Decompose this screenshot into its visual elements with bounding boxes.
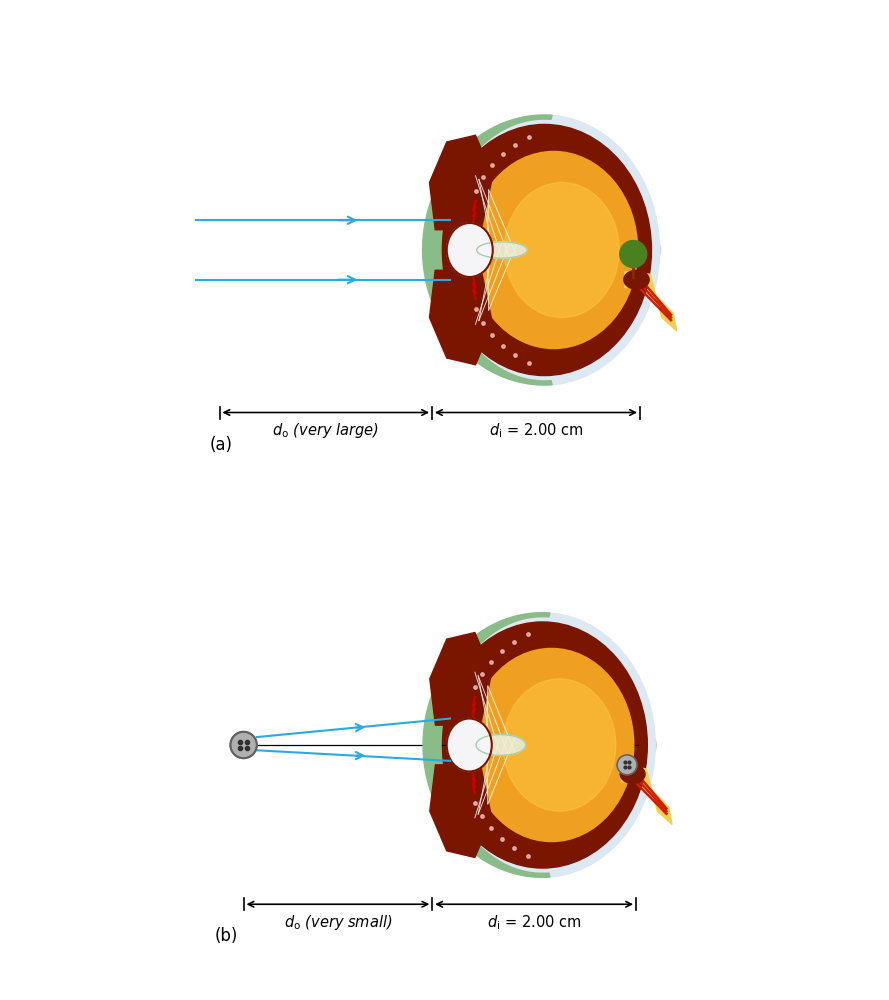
Text: $d_{\mathrm{o}}$ (very large): $d_{\mathrm{o}}$ (very large): [272, 422, 380, 440]
Polygon shape: [429, 135, 493, 230]
Circle shape: [620, 241, 647, 268]
Ellipse shape: [447, 223, 493, 277]
Ellipse shape: [477, 242, 527, 258]
Ellipse shape: [636, 733, 656, 757]
Ellipse shape: [446, 719, 492, 771]
Ellipse shape: [525, 621, 565, 644]
Circle shape: [619, 756, 636, 773]
Polygon shape: [429, 270, 493, 365]
Ellipse shape: [504, 182, 620, 318]
Text: small: small: [547, 188, 580, 201]
Polygon shape: [429, 633, 492, 725]
Text: (b): (b): [214, 927, 237, 945]
Text: (a): (a): [210, 436, 233, 454]
Circle shape: [232, 733, 255, 757]
Circle shape: [230, 732, 257, 758]
Polygon shape: [621, 766, 672, 824]
Ellipse shape: [503, 679, 616, 811]
Text: large: large: [544, 684, 576, 697]
Text: $d_{\mathrm{i}}$ = 2.00 cm: $d_{\mathrm{i}}$ = 2.00 cm: [487, 913, 581, 932]
Ellipse shape: [469, 648, 634, 842]
Ellipse shape: [429, 115, 660, 385]
Text: $P$: $P$: [533, 176, 545, 194]
Ellipse shape: [640, 238, 661, 262]
Polygon shape: [422, 115, 552, 385]
Text: $d_{\mathrm{o}}$ (very small): $d_{\mathrm{o}}$ (very small): [284, 913, 392, 932]
Text: $d_{\mathrm{i}}$ = 2.00 cm: $d_{\mathrm{i}}$ = 2.00 cm: [489, 422, 583, 440]
Polygon shape: [625, 272, 677, 331]
Polygon shape: [423, 613, 550, 877]
Ellipse shape: [469, 151, 637, 349]
Ellipse shape: [527, 123, 567, 147]
Ellipse shape: [429, 613, 655, 877]
Ellipse shape: [525, 846, 565, 869]
Ellipse shape: [624, 270, 649, 289]
Ellipse shape: [621, 765, 645, 783]
Ellipse shape: [437, 124, 652, 376]
Polygon shape: [429, 765, 492, 857]
Ellipse shape: [437, 622, 647, 868]
Circle shape: [617, 755, 637, 775]
Ellipse shape: [476, 735, 525, 755]
Ellipse shape: [527, 353, 567, 377]
Text: $P$: $P$: [531, 672, 543, 690]
